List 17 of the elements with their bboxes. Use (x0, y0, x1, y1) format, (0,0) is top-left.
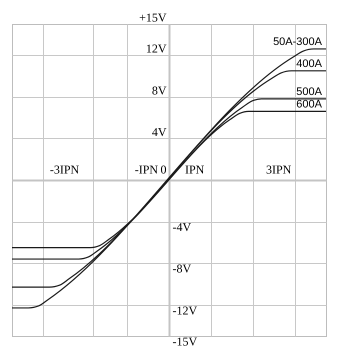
x-tick-label: IPN (185, 162, 205, 176)
series-label: 400A (296, 58, 323, 70)
y2-tick-label: -4V (172, 220, 192, 234)
x-tick-label: 3IPN (266, 162, 292, 176)
y-tick-label: 4V (152, 124, 167, 139)
x-tick-label: -IPN (134, 162, 158, 176)
y2-tick-label: -15V (172, 334, 198, 348)
y2-tick-label: -8V (172, 262, 192, 276)
series-label: 600A (296, 98, 323, 110)
y-tick-label: +15V (139, 10, 167, 24)
series-label: 500A (296, 86, 323, 98)
x-tick-label: 0 (160, 162, 166, 176)
x-tick-label: -3IPN (50, 162, 80, 176)
y2-tick-label: -12V (172, 303, 198, 318)
y-tick-label: 8V (152, 83, 167, 98)
series-label: 50A-300A (273, 36, 323, 48)
y-tick-label: 12V (146, 42, 167, 56)
